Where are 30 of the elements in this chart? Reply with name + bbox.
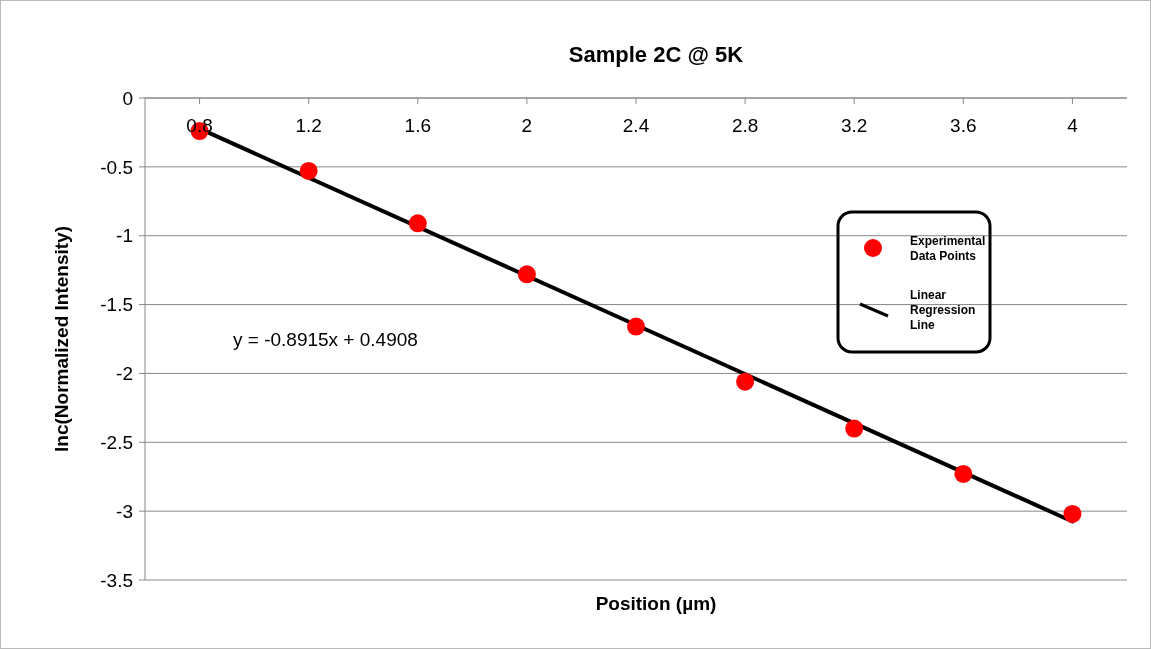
x-tick-label: 3.6 [950,115,977,136]
point [1063,504,1082,523]
y-tick-label: -3.5 [100,569,133,591]
point [954,464,973,483]
y-tick-label: -3 [116,500,133,522]
y-tick-label: -1 [116,225,133,247]
point [627,317,645,336]
y-tick-label: -2 [116,363,133,385]
chart-title: Sample 2C @ 5K [568,42,744,67]
x-tick-label: 1.2 [295,115,322,136]
point [736,372,755,391]
y-tick-label: -0.5 [100,156,133,178]
legend-label: Experimental Data Points [910,233,986,263]
x-axis-title: Position (µm) [595,593,717,614]
annotation: y = -0.8915x + 0.4908 [233,329,418,350]
x-tick-label: 4 [1067,115,1079,136]
x-tick-label: 2.8 [731,115,759,136]
y-tick-label: -2.5 [100,431,133,453]
y-tick-label: -1.5 [100,294,133,316]
y-axis-title: lnc(Normalized Intensity) [51,226,72,452]
y-tick-label: 0 [122,87,133,109]
x-tick-label: 2.4 [622,115,650,136]
x-tick-label: 3.2 [841,115,868,136]
point [408,214,427,233]
point [845,419,864,438]
x-tick-label: 1.6 [404,115,431,136]
point [299,161,318,180]
point [517,265,536,284]
x-tick-label: 2 [521,115,533,136]
legend-label: Linear Regression Line [910,288,976,333]
